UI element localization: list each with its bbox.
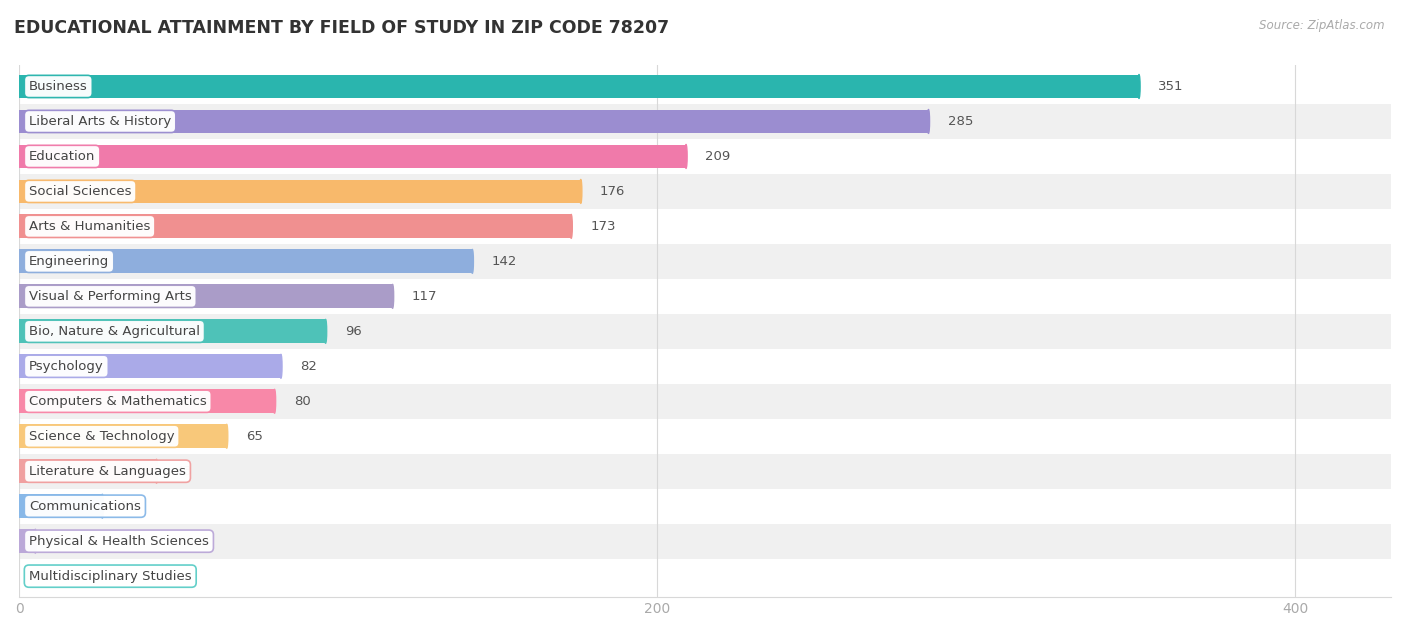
Circle shape <box>1137 74 1140 98</box>
Bar <box>20 249 472 273</box>
Bar <box>20 215 571 239</box>
Text: 0: 0 <box>38 570 46 582</box>
Bar <box>20 179 581 203</box>
Text: 142: 142 <box>492 255 517 268</box>
Circle shape <box>579 179 582 203</box>
Text: Physical & Health Sciences: Physical & Health Sciences <box>30 534 209 548</box>
Circle shape <box>569 215 572 239</box>
Bar <box>20 144 686 168</box>
Bar <box>20 355 281 378</box>
Circle shape <box>928 110 929 133</box>
Bar <box>20 110 928 133</box>
Text: 285: 285 <box>948 115 973 128</box>
Circle shape <box>391 285 394 308</box>
Text: Literature & Languages: Literature & Languages <box>30 464 186 478</box>
Bar <box>20 384 1391 419</box>
Text: EDUCATIONAL ATTAINMENT BY FIELD OF STUDY IN ZIP CODE 78207: EDUCATIONAL ATTAINMENT BY FIELD OF STUDY… <box>14 19 669 37</box>
Text: 173: 173 <box>591 220 616 233</box>
Text: Psychology: Psychology <box>30 360 104 373</box>
Text: 117: 117 <box>412 290 437 303</box>
Circle shape <box>101 494 104 518</box>
Bar <box>20 319 326 343</box>
Text: 5: 5 <box>55 534 63 548</box>
Text: 26: 26 <box>121 500 138 513</box>
Bar <box>20 314 1391 349</box>
Circle shape <box>325 319 326 343</box>
Text: Computers & Mathematics: Computers & Mathematics <box>30 395 207 408</box>
Bar <box>20 494 103 518</box>
Bar <box>20 419 1391 454</box>
Text: 96: 96 <box>344 325 361 338</box>
Text: Social Sciences: Social Sciences <box>30 185 131 198</box>
Text: Arts & Humanities: Arts & Humanities <box>30 220 150 233</box>
Circle shape <box>471 249 474 273</box>
Circle shape <box>274 389 276 413</box>
Bar <box>20 244 1391 279</box>
Bar <box>20 488 1391 524</box>
Bar <box>20 524 1391 558</box>
Bar <box>20 209 1391 244</box>
Text: Source: ZipAtlas.com: Source: ZipAtlas.com <box>1260 19 1385 32</box>
Text: Science & Technology: Science & Technology <box>30 430 174 443</box>
Text: Business: Business <box>30 80 87 93</box>
Bar <box>20 425 226 448</box>
Bar <box>20 74 1139 98</box>
Bar <box>20 139 1391 174</box>
Text: 351: 351 <box>1159 80 1184 93</box>
Bar <box>20 104 1391 139</box>
Text: 43: 43 <box>176 464 193 478</box>
Bar <box>20 349 1391 384</box>
Bar <box>20 69 1391 104</box>
Circle shape <box>685 144 688 168</box>
Text: Bio, Nature & Agricultural: Bio, Nature & Agricultural <box>30 325 200 338</box>
Bar <box>20 279 1391 314</box>
Bar <box>20 459 156 483</box>
Text: 82: 82 <box>299 360 316 373</box>
Text: Engineering: Engineering <box>30 255 110 268</box>
Text: Education: Education <box>30 150 96 163</box>
Circle shape <box>280 355 283 378</box>
Text: 65: 65 <box>246 430 263 443</box>
Text: 209: 209 <box>706 150 731 163</box>
Bar <box>20 389 274 413</box>
Bar <box>20 174 1391 209</box>
Circle shape <box>156 459 157 483</box>
Bar <box>20 285 392 308</box>
Text: 176: 176 <box>600 185 626 198</box>
Text: Multidisciplinary Studies: Multidisciplinary Studies <box>30 570 191 582</box>
Text: Communications: Communications <box>30 500 141 513</box>
Bar <box>20 558 1391 594</box>
Bar <box>20 454 1391 488</box>
Text: Visual & Performing Arts: Visual & Performing Arts <box>30 290 191 303</box>
Text: Liberal Arts & History: Liberal Arts & History <box>30 115 172 128</box>
Circle shape <box>225 425 228 448</box>
Circle shape <box>34 529 37 553</box>
Text: 80: 80 <box>294 395 311 408</box>
Bar <box>20 529 35 553</box>
